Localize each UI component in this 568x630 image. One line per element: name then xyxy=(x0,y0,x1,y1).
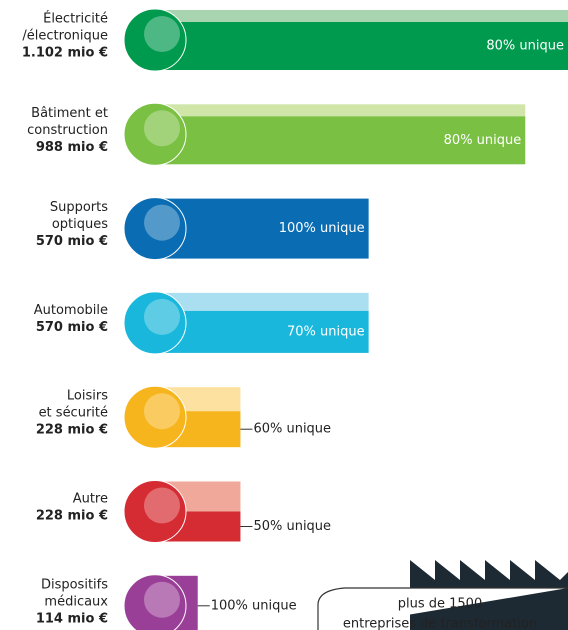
value-label: 988 mio € xyxy=(36,140,108,155)
bar xyxy=(155,22,568,70)
icon-highlight xyxy=(144,581,180,618)
category-label: Bâtiment et xyxy=(31,106,108,121)
unique-label: 70% unique xyxy=(287,324,365,339)
category-label: Supports xyxy=(50,200,108,215)
icon xyxy=(123,102,187,166)
factory xyxy=(317,560,568,630)
unique-label: 100% unique xyxy=(211,598,297,613)
icon-highlight xyxy=(144,16,180,52)
icon xyxy=(123,480,187,543)
icon-highlight xyxy=(144,393,180,430)
icon-highlight xyxy=(144,204,180,241)
callout-text: plus de 1500 xyxy=(398,597,482,612)
callout-text: entreprises de transformation xyxy=(343,617,537,630)
category-label: Électricité xyxy=(43,11,108,27)
category-label: Loisirs xyxy=(67,389,108,404)
unique-label: 100% unique xyxy=(279,221,365,236)
value-label: 570 mio € xyxy=(36,320,108,335)
bar-light xyxy=(155,104,526,117)
bar-light xyxy=(155,10,568,22)
unique-label: 80% unique xyxy=(444,133,522,148)
category-label: Automobile xyxy=(34,303,108,318)
category-label: Autre xyxy=(73,492,108,507)
category-label: et sécurité xyxy=(39,406,108,421)
bar xyxy=(155,116,526,165)
value-label: 114 mio € xyxy=(36,611,108,626)
bar xyxy=(155,198,369,259)
unique-label: 50% unique xyxy=(253,519,331,534)
value-label: 228 mio € xyxy=(36,509,108,524)
category-label: médicaux xyxy=(44,594,108,609)
category-label: optiques xyxy=(52,217,108,232)
icon xyxy=(123,574,187,630)
unique-label: 60% unique xyxy=(253,422,331,437)
category-label: Dispositifs xyxy=(41,577,108,592)
icon-highlight xyxy=(144,487,180,524)
value-label: 228 mio € xyxy=(36,423,108,438)
icon xyxy=(123,291,187,355)
category-label: construction xyxy=(27,123,108,138)
icon xyxy=(123,385,187,449)
value-label: 570 mio € xyxy=(36,234,108,249)
icon xyxy=(123,197,187,261)
icon-highlight xyxy=(144,298,180,335)
unique-label: 80% unique xyxy=(486,39,564,54)
bar xyxy=(155,310,369,353)
icon-highlight xyxy=(144,110,180,147)
icon xyxy=(123,8,187,72)
value-label: 1.102 mio € xyxy=(22,46,108,61)
category-label: /électronique xyxy=(22,29,108,44)
bar-light xyxy=(155,292,369,311)
